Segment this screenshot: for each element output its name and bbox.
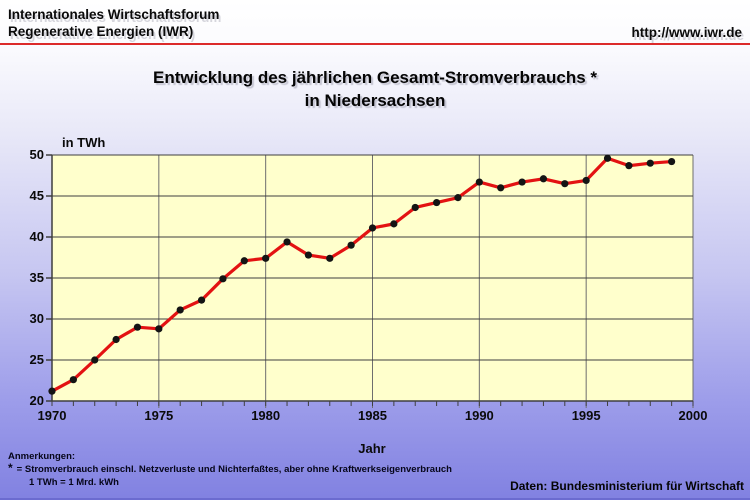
data-point-1998 [646, 159, 654, 167]
data-point-1980 [262, 254, 270, 262]
x-tick-label-1980: 1980 [251, 408, 281, 423]
org-name-line2: Regenerative Energien (IWR) [8, 23, 194, 39]
chart-title-line1: Entwicklung des jährlichen Gesamt-Stromv… [152, 68, 598, 87]
header: Internationales Wirtschaftsforum Regener… [8, 7, 742, 40]
bottom-edge-line [0, 498, 750, 500]
data-point-1970 [48, 387, 56, 395]
x-tick-label-2000: 2000 [678, 408, 708, 423]
data-point-1991 [497, 184, 505, 192]
data-point-1986 [390, 220, 398, 228]
x-tick-label-1995: 1995 [571, 408, 601, 423]
data-point-1972 [91, 356, 99, 364]
y-tick-label-30: 30 [29, 311, 44, 326]
data-point-1984 [347, 241, 355, 249]
chart-title-line2: in Niedersachsen [304, 91, 446, 110]
asterisk: * [8, 461, 13, 475]
data-point-1987 [411, 203, 419, 212]
data-point-1981 [283, 238, 291, 246]
data-point-1974 [133, 323, 142, 331]
x-tick-label-1990: 1990 [464, 408, 494, 423]
data-point-1997 [625, 162, 633, 170]
website-link[interactable]: http://www.iwr.de [631, 25, 743, 40]
footnote-1: = Stromverbrauch einschl. Netzverluste u… [16, 464, 452, 475]
footnotes: Anmerkungen: * = Stromverbrauch einschl.… [8, 451, 452, 488]
header-divider [0, 43, 750, 45]
data-point-1973 [112, 335, 120, 344]
footnotes-heading: Anmerkungen: [8, 451, 76, 462]
data-point-1976 [176, 306, 184, 314]
data-point-1983 [326, 254, 334, 262]
data-point-1995 [582, 176, 590, 185]
data-point-1979 [240, 257, 248, 265]
y-tick-label-45: 45 [29, 188, 44, 203]
data-point-1994 [561, 180, 569, 188]
data-point-1992 [518, 178, 526, 186]
consumption-line [50, 156, 674, 393]
data-point-1971 [69, 376, 77, 384]
chart-title: Entwicklung des jährlichen Gesamt-Stromv… [0, 66, 750, 112]
data-point-1978 [219, 275, 227, 283]
y-tick-label-40: 40 [29, 229, 44, 244]
data-source: Daten: Bundesministerium für Wirtschaft [510, 479, 744, 493]
x-tick-label-1985: 1985 [358, 408, 387, 423]
data-point-1999 [668, 157, 676, 166]
org-name: Internationales Wirtschaftsforum Regener… [8, 7, 219, 40]
x-axis-title: Jahr [358, 441, 386, 456]
y-tick-label-35: 35 [29, 270, 44, 285]
y-tick-label-50: 50 [29, 147, 44, 162]
y-tick-label-20: 20 [29, 393, 44, 408]
data-point-1989 [454, 194, 462, 202]
x-tick-label-1975: 1975 [144, 408, 174, 423]
y-axis-unit-label: in TWh [62, 135, 106, 150]
line-chart [46, 154, 694, 408]
data-point-1975 [155, 325, 163, 333]
data-point-1996 [603, 154, 612, 162]
footnote-2: 1 TWh = 1 Mrd. kWh [29, 477, 119, 488]
data-point-1982 [304, 251, 312, 259]
x-tick-label-1970: 1970 [37, 408, 67, 423]
data-point-1977 [197, 296, 206, 304]
y-tick-label-25: 25 [29, 352, 44, 367]
org-name-line1: Internationales Wirtschaftsforum [8, 7, 220, 22]
data-point-1988 [433, 198, 441, 207]
plot-area [46, 154, 694, 408]
footnote-1-row: * = Stromverbrauch einschl. Netzverluste… [8, 461, 452, 475]
data-point-1990 [475, 178, 483, 186]
data-point-1985 [368, 224, 377, 232]
data-point-1993 [539, 175, 548, 183]
